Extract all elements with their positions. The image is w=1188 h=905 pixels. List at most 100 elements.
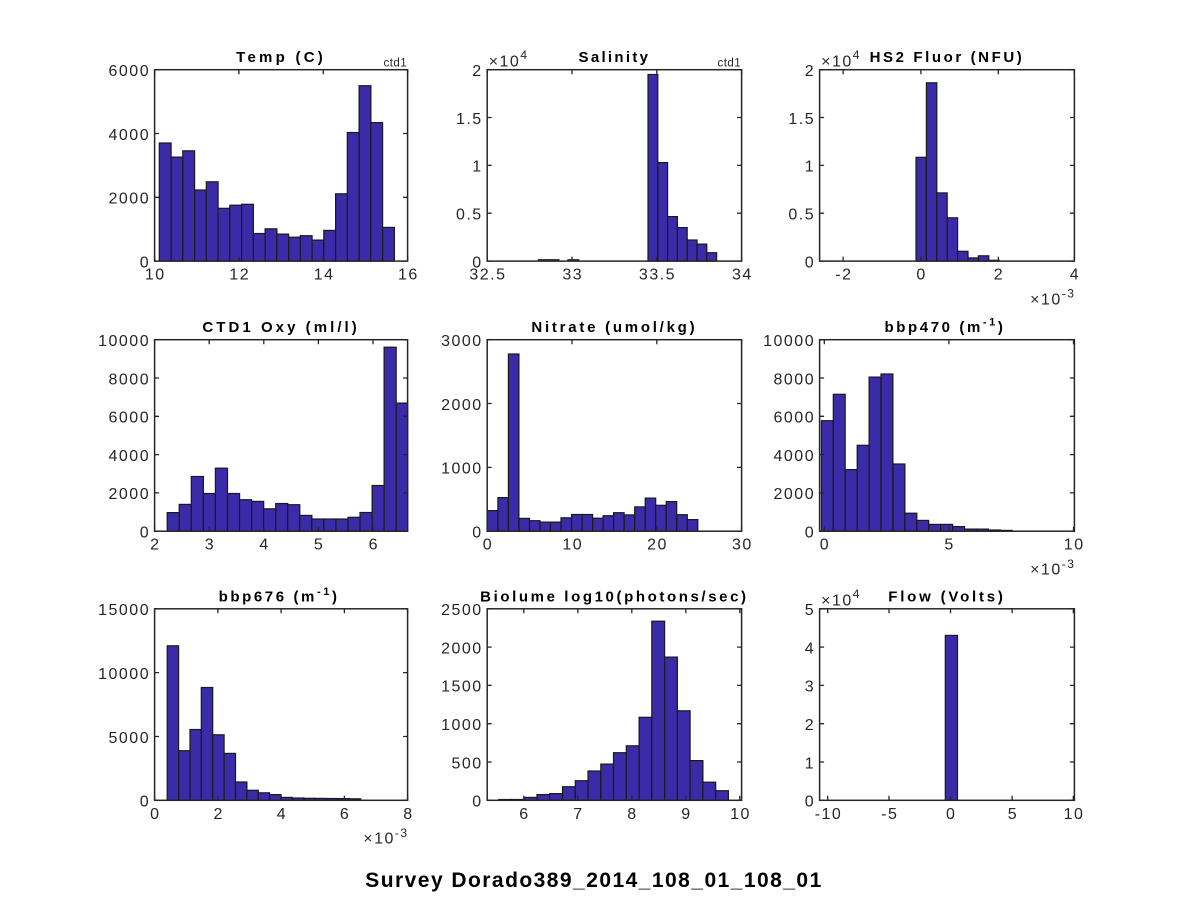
svg-text:1: 1 — [805, 755, 815, 772]
svg-text:2: 2 — [213, 806, 223, 823]
svg-text:5: 5 — [944, 537, 954, 554]
svg-text:Biolume log10(photons/sec): Biolume log10(photons/sec) — [480, 588, 748, 605]
svg-text:2000: 2000 — [109, 191, 151, 208]
svg-text:2: 2 — [805, 63, 815, 80]
svg-text:4000: 4000 — [109, 127, 151, 144]
svg-text:32.5: 32.5 — [469, 267, 506, 284]
svg-text:×104: ×104 — [489, 48, 529, 71]
svg-text:0: 0 — [805, 525, 815, 542]
svg-text:0: 0 — [140, 254, 150, 271]
svg-text:HS2 Fluor (NFU): HS2 Fluor (NFU) — [870, 49, 1025, 66]
svg-text:0: 0 — [805, 794, 815, 811]
svg-text:20: 20 — [647, 537, 668, 554]
svg-text:4000: 4000 — [109, 448, 151, 465]
svg-text:4: 4 — [277, 806, 287, 823]
svg-text:6000: 6000 — [774, 410, 816, 427]
svg-text:6: 6 — [519, 806, 529, 823]
svg-text:16: 16 — [398, 267, 419, 284]
svg-text:0: 0 — [140, 794, 150, 811]
svg-text:bbp470 (m-1): bbp470 (m-1) — [884, 317, 1005, 337]
svg-text:10: 10 — [145, 267, 166, 284]
svg-text:5: 5 — [805, 602, 815, 619]
svg-text:CTD1 Oxy (ml/l): CTD1 Oxy (ml/l) — [202, 319, 359, 336]
svg-text:2000: 2000 — [441, 397, 483, 414]
svg-text:12: 12 — [229, 267, 250, 284]
svg-text:-2: -2 — [835, 267, 852, 284]
svg-text:1: 1 — [472, 159, 482, 176]
svg-text:6000: 6000 — [109, 63, 151, 80]
svg-text:0: 0 — [916, 267, 926, 284]
svg-text:0: 0 — [483, 537, 493, 554]
svg-text:0: 0 — [472, 525, 482, 542]
svg-text:×104: ×104 — [821, 48, 861, 71]
svg-text:0.5: 0.5 — [456, 207, 483, 224]
svg-text:-5: -5 — [881, 806, 898, 823]
svg-text:1.5: 1.5 — [788, 111, 815, 128]
svg-text:ctd1: ctd1 — [718, 58, 742, 70]
svg-text:4000: 4000 — [774, 448, 816, 465]
svg-text:10: 10 — [730, 806, 751, 823]
svg-text:2000: 2000 — [441, 640, 483, 657]
svg-text:4: 4 — [259, 537, 269, 554]
svg-text:Nitrate (umol/kg): Nitrate (umol/kg) — [531, 319, 697, 336]
svg-text:1500: 1500 — [441, 679, 483, 696]
svg-text:10000: 10000 — [763, 333, 815, 350]
svg-text:0: 0 — [140, 525, 150, 542]
svg-text:0: 0 — [472, 254, 482, 271]
svg-text:4: 4 — [805, 640, 815, 657]
svg-text:5: 5 — [1008, 806, 1018, 823]
svg-text:6: 6 — [340, 806, 350, 823]
svg-text:1.5: 1.5 — [456, 111, 483, 128]
svg-text:500: 500 — [451, 755, 482, 772]
svg-text:1000: 1000 — [441, 717, 483, 734]
svg-text:2: 2 — [994, 267, 1004, 284]
svg-text:2: 2 — [150, 537, 160, 554]
svg-text:9: 9 — [681, 806, 691, 823]
svg-text:Survey Dorado389_2014_108_01_1: Survey Dorado389_2014_108_01_108_01 — [365, 869, 822, 892]
svg-text:33: 33 — [562, 267, 583, 284]
svg-text:10000: 10000 — [98, 666, 150, 683]
svg-text:3: 3 — [805, 679, 815, 696]
svg-text:34: 34 — [732, 267, 753, 284]
svg-text:2000: 2000 — [774, 486, 816, 503]
svg-text:30: 30 — [732, 537, 753, 554]
svg-text:10: 10 — [562, 537, 583, 554]
svg-text:7: 7 — [573, 806, 583, 823]
svg-text:1: 1 — [805, 159, 815, 176]
svg-text:10: 10 — [1064, 806, 1085, 823]
svg-text:10: 10 — [1064, 537, 1085, 554]
svg-text:4: 4 — [1070, 267, 1080, 284]
svg-text:10000: 10000 — [98, 333, 150, 350]
svg-text:0: 0 — [472, 794, 482, 811]
svg-text:-10: -10 — [815, 806, 843, 823]
svg-text:3: 3 — [205, 537, 215, 554]
svg-text:Temp (C): Temp (C) — [236, 49, 326, 66]
svg-text:5000: 5000 — [109, 730, 151, 747]
svg-text:0: 0 — [805, 254, 815, 271]
svg-text:3000: 3000 — [441, 333, 483, 350]
svg-text:0: 0 — [150, 806, 160, 823]
svg-text:0: 0 — [946, 806, 956, 823]
svg-text:ctd1: ctd1 — [384, 58, 408, 70]
svg-text:8: 8 — [403, 806, 413, 823]
svg-text:1000: 1000 — [441, 461, 483, 478]
svg-text:5: 5 — [314, 537, 324, 554]
svg-text:2000: 2000 — [109, 486, 151, 503]
svg-text:bbp676 (m-1): bbp676 (m-1) — [219, 586, 340, 606]
svg-text:6: 6 — [369, 537, 379, 554]
svg-text:15000: 15000 — [98, 602, 150, 619]
svg-text:Salinity: Salinity — [579, 49, 651, 66]
svg-text:8: 8 — [627, 806, 637, 823]
svg-text:×104: ×104 — [821, 587, 861, 610]
svg-text:14: 14 — [314, 267, 335, 284]
svg-text:0.5: 0.5 — [788, 207, 815, 224]
svg-text:2: 2 — [805, 717, 815, 734]
svg-text:33.5: 33.5 — [639, 267, 676, 284]
svg-text:6000: 6000 — [109, 410, 151, 427]
svg-text:2: 2 — [472, 63, 482, 80]
svg-text:0: 0 — [820, 537, 830, 554]
svg-text:2500: 2500 — [441, 602, 483, 619]
svg-text:8000: 8000 — [109, 371, 151, 388]
svg-text:Flow (Volts): Flow (Volts) — [888, 588, 1005, 605]
svg-text:8000: 8000 — [774, 371, 816, 388]
